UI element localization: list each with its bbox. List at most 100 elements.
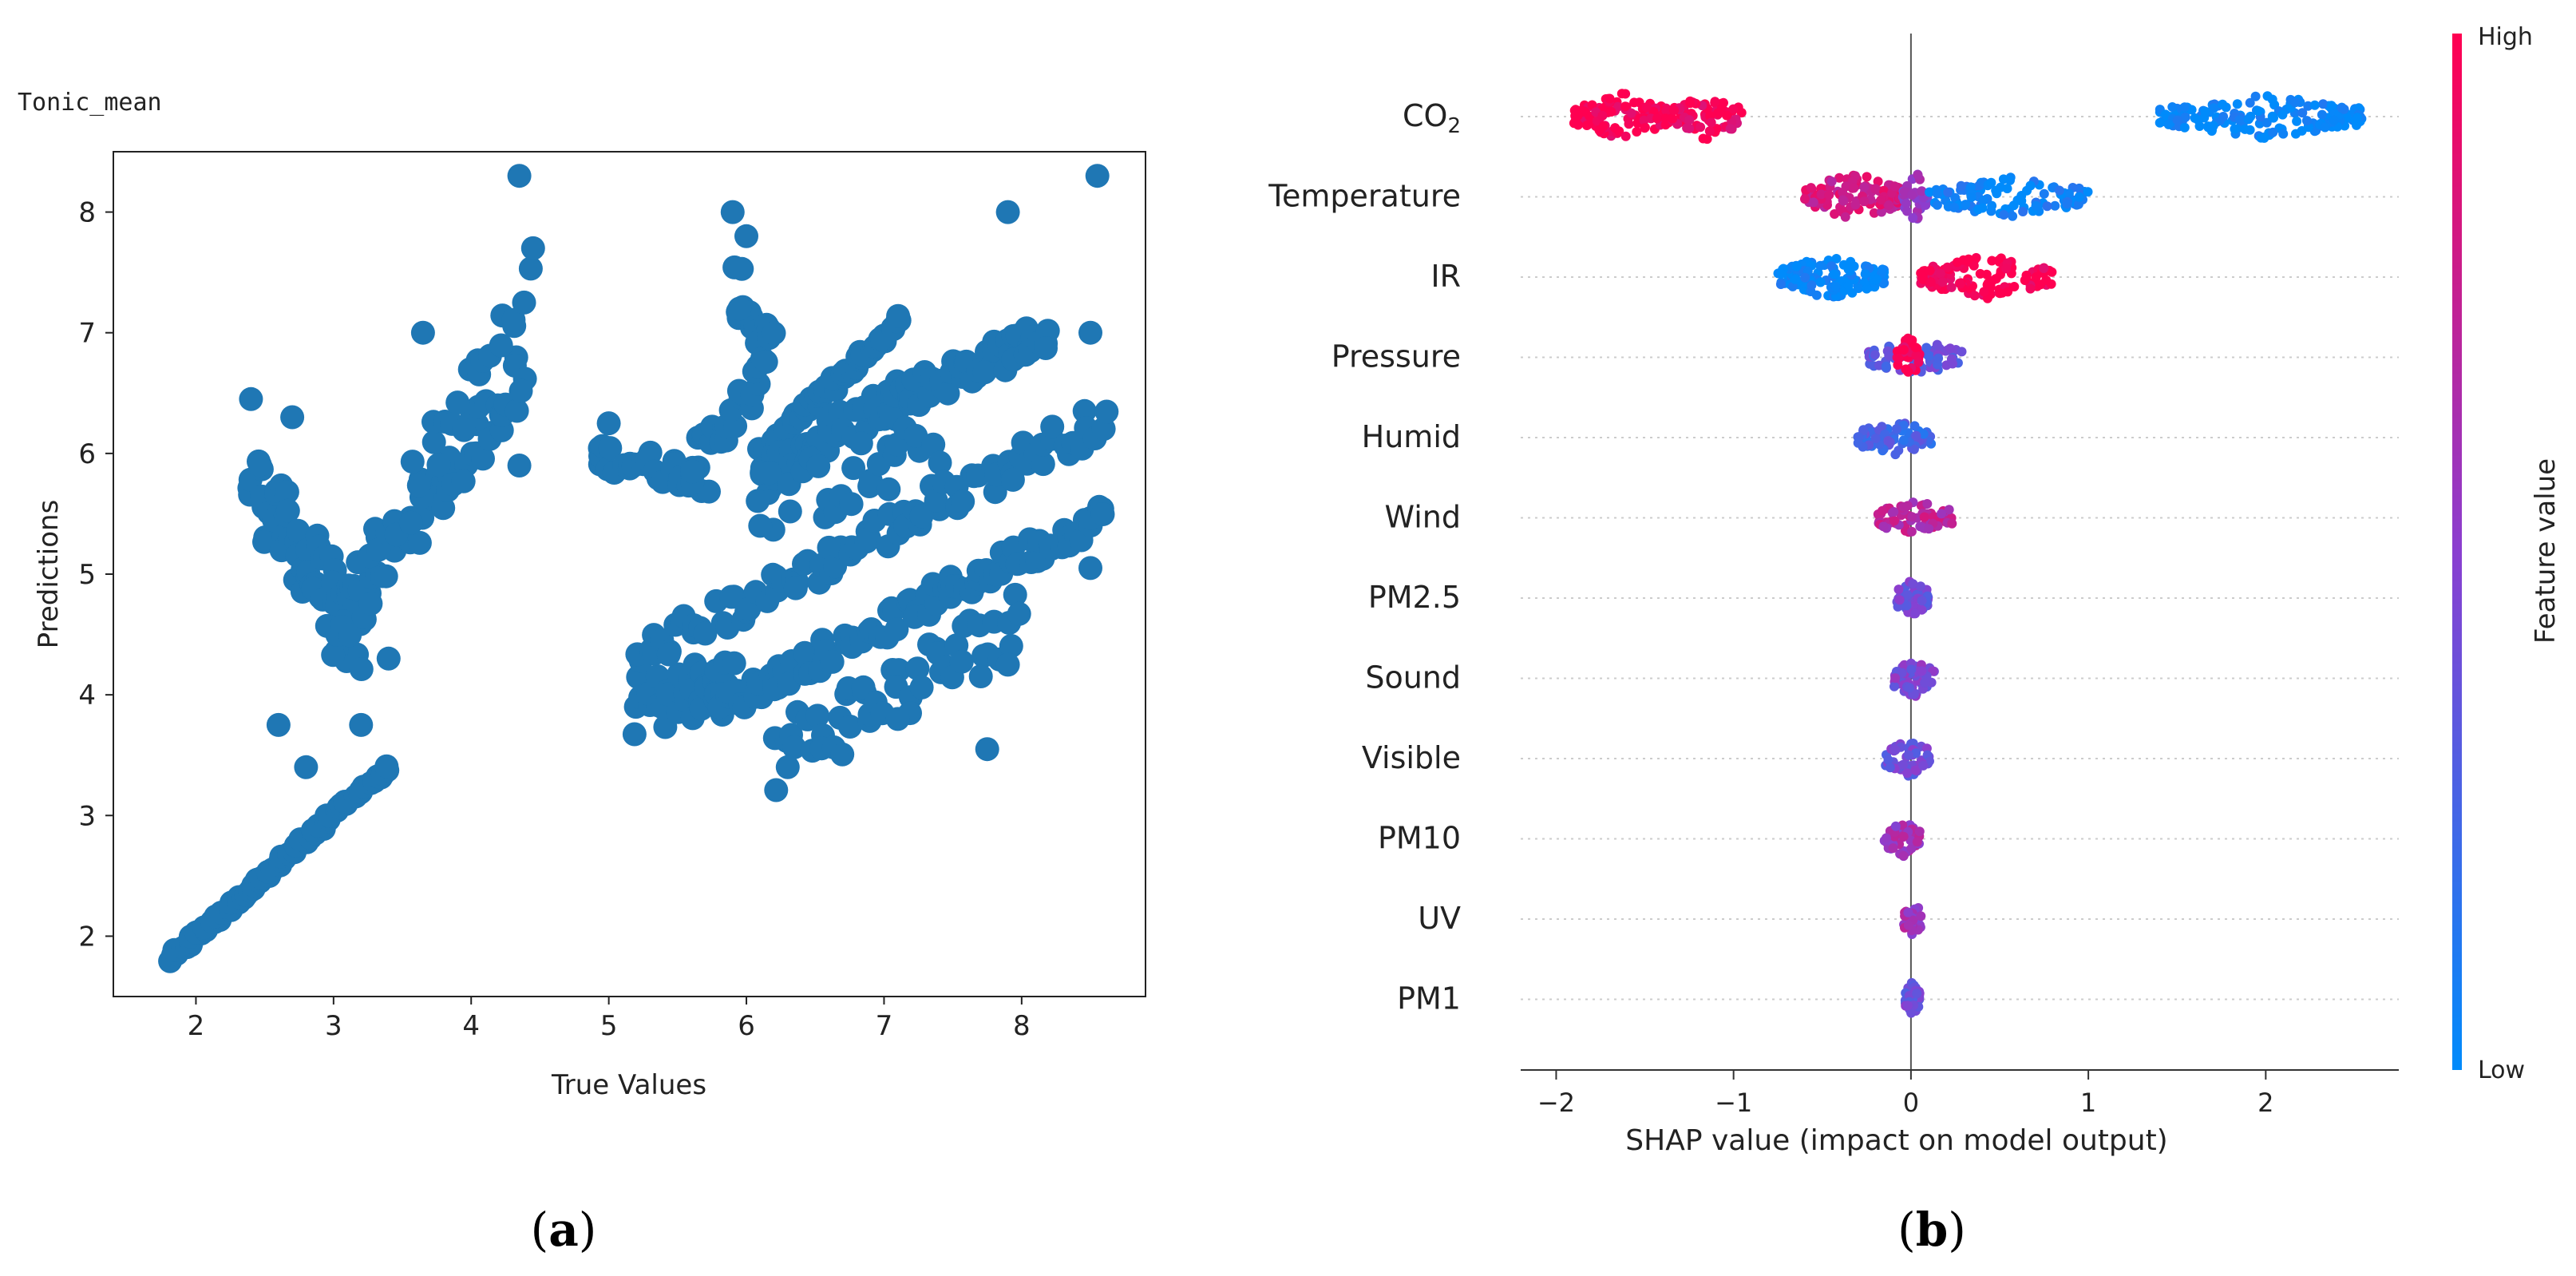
scatter-point (421, 430, 446, 454)
shap-point (1841, 181, 1851, 192)
shap-point (1920, 678, 1930, 688)
feature-label: Visible (1362, 740, 1461, 775)
shap-point (1640, 123, 1650, 133)
shap-point (2267, 94, 2277, 105)
shap-point (1878, 505, 1887, 516)
scatter-point (754, 350, 778, 374)
shap-point (2180, 112, 2190, 122)
shap-point (1787, 281, 1798, 291)
shap-point (2297, 108, 2308, 118)
shap-point (1909, 421, 1920, 431)
shap-point (1573, 120, 1583, 130)
shap-point (1728, 104, 1739, 114)
shap-point (1890, 821, 1901, 831)
shap-point (2018, 207, 2028, 216)
y-tick-label: 5 (78, 559, 96, 591)
scatter-point (764, 778, 789, 802)
shap-point (1668, 113, 1678, 124)
scatter-point (512, 290, 536, 315)
scatter-point (1078, 556, 1102, 581)
shap-point (1986, 177, 1996, 188)
scatter-point (693, 621, 718, 646)
shap-point (2179, 122, 2190, 133)
shap-point (1877, 207, 1886, 217)
shap-point (2167, 102, 2178, 112)
scatter-point (280, 405, 305, 430)
shap-point (1874, 360, 1884, 371)
scatter-point (727, 296, 752, 321)
scatter-point (805, 703, 830, 728)
shap-point (2054, 185, 2064, 196)
shap-point (1815, 260, 1826, 271)
shap-point (1830, 281, 1841, 291)
shap-point (2326, 101, 2337, 111)
scatter-point (1094, 399, 1119, 424)
shap-point (1905, 683, 1914, 693)
panel-a-x-ticks: 2 3 4 5 6 7 8 (188, 997, 1031, 1042)
scatter-point (921, 432, 946, 457)
shap-point (1995, 288, 2005, 299)
scatter-point (1007, 601, 1031, 626)
shap-point (1969, 260, 1979, 271)
scatter-point (936, 381, 960, 406)
shap-point (2234, 115, 2245, 125)
shap-point (2218, 112, 2229, 121)
shap-point (1961, 200, 1971, 210)
shap-point (1889, 681, 1899, 691)
shap-point (2352, 113, 2363, 123)
shap-point (2317, 109, 2327, 120)
shap-point (1639, 115, 1649, 125)
shap-point (1849, 183, 1859, 193)
shap-point (1706, 117, 1716, 128)
shap-point (1910, 608, 1921, 619)
shap-point (1906, 526, 1917, 537)
shap-point (1932, 188, 1942, 199)
scatter-point (247, 453, 272, 478)
shap-point (1947, 518, 1957, 529)
shap-point (1898, 831, 1909, 842)
shap-point (1921, 200, 1931, 210)
shap-point (2047, 267, 2057, 277)
scatter-point (928, 450, 952, 475)
shap-point (2062, 199, 2072, 209)
shap-point (2268, 127, 2278, 137)
scatter-point (507, 164, 532, 188)
shap-point (1888, 843, 1898, 854)
scatter-point (995, 200, 1020, 224)
panel-b-caption: (b) (1897, 1203, 1966, 1257)
shap-point (1871, 274, 1882, 284)
panel-b-colorbar-label: Feature value (2530, 458, 2562, 644)
shap-point (1946, 354, 1957, 364)
shap-point (2003, 287, 2013, 297)
x-tick-label: 2 (2257, 1088, 2273, 1118)
scatter-point (338, 623, 362, 648)
shap-point (1620, 101, 1630, 112)
shap-point (1581, 121, 1592, 130)
shap-point (2050, 200, 2060, 211)
shap-point (1849, 261, 1859, 271)
shap-point (1815, 277, 1826, 287)
shap-point (1969, 291, 1980, 301)
shap-point (1987, 200, 1997, 211)
shap-point (1884, 200, 1893, 210)
scatter-point (1031, 452, 1055, 477)
shap-point (1710, 97, 1720, 107)
shap-point (1570, 105, 1581, 115)
shap-point (2337, 103, 2347, 113)
shap-point (2009, 282, 2020, 291)
shap-point (1893, 585, 1904, 595)
scatter-point (820, 649, 845, 674)
panel-a-caption: (a) (531, 1203, 597, 1257)
scatter-point (999, 634, 1023, 658)
feature-label: UV (1418, 901, 1461, 936)
shap-point (1661, 105, 1672, 116)
scatter-point (471, 446, 495, 471)
scatter-point (426, 453, 451, 478)
shap-point (1907, 190, 1917, 200)
shap-point (1791, 261, 1802, 271)
shap-point (2254, 106, 2264, 116)
shap-point (1641, 102, 1652, 113)
panel-a-title: Tonic_mean (18, 89, 162, 117)
shap-point (2039, 188, 2049, 199)
panel-b-points (1569, 89, 2367, 1018)
